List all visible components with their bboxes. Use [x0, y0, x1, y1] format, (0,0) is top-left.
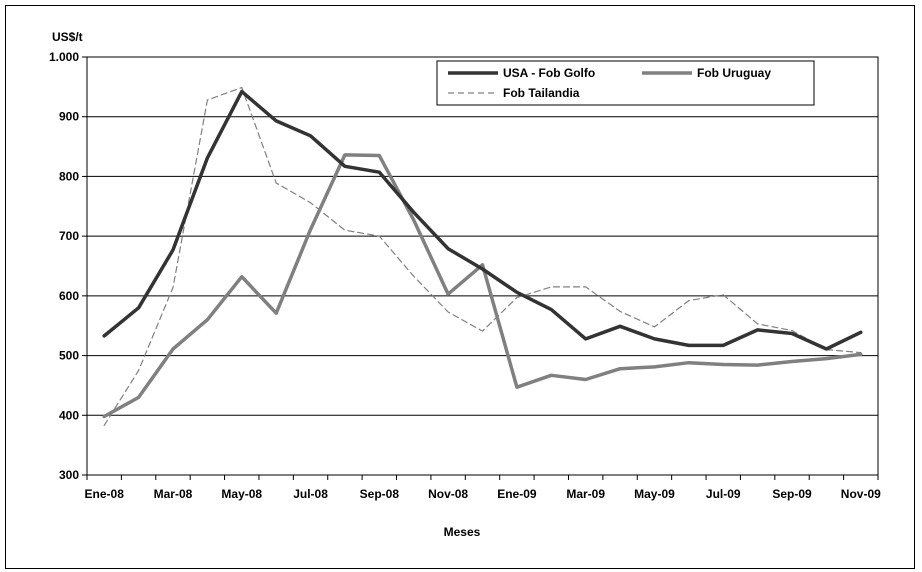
chart-frame — [5, 5, 915, 569]
x-tick-label: Ene-08 — [85, 487, 125, 501]
y-tick-label: 600 — [59, 289, 79, 303]
x-tick-label: Ene-09 — [497, 487, 537, 501]
x-tick-label: Sep-08 — [360, 487, 400, 501]
series-line-fob-tailandia — [103, 86, 862, 426]
y-tick-label: 800 — [59, 169, 79, 183]
x-tick-label: Jul-09 — [706, 487, 741, 501]
plot-area-border — [86, 56, 879, 476]
series-line-fob-uruguay — [102, 153, 863, 419]
y-tick-label: 700 — [59, 229, 79, 243]
tick-labels: 300 400 500 600 700 800 900 1.000 Ene-08 Mar-08 Ma… — [49, 50, 881, 501]
x-tick-label: Mar-08 — [154, 487, 193, 501]
y-tick-label: 900 — [59, 110, 79, 124]
x-tick-label: May-08 — [221, 487, 262, 501]
series-lines — [102, 86, 863, 426]
y-tick-label: 1.000 — [49, 50, 79, 64]
x-tick-label: Sep-09 — [772, 487, 812, 501]
x-tick-label: Nov-08 — [428, 487, 468, 501]
x-tick-label: Mar-09 — [566, 487, 605, 501]
legend-label-tailandia: Fob Tailandia — [503, 86, 580, 100]
y-tick-label: 400 — [59, 408, 79, 422]
legend-label-usa: USA - Fob Golfo — [503, 66, 595, 80]
x-tick-label: Nov-09 — [841, 487, 881, 501]
x-tick-label: Jul-08 — [293, 487, 328, 501]
y-tick-label: 300 — [59, 468, 79, 482]
legend: USA - Fob Golfo Fob Uruguay Fob Tailandi… — [436, 60, 815, 106]
x-tick-label: May-09 — [634, 487, 675, 501]
y-axis-title: US$/t — [52, 30, 83, 44]
legend-label-uruguay: Fob Uruguay — [697, 66, 771, 80]
x-axis-title: Meses — [444, 525, 481, 539]
legend-box — [436, 60, 815, 106]
series-line-usa-fob-golfo — [102, 89, 863, 351]
y-tick-label: 500 — [59, 349, 79, 363]
